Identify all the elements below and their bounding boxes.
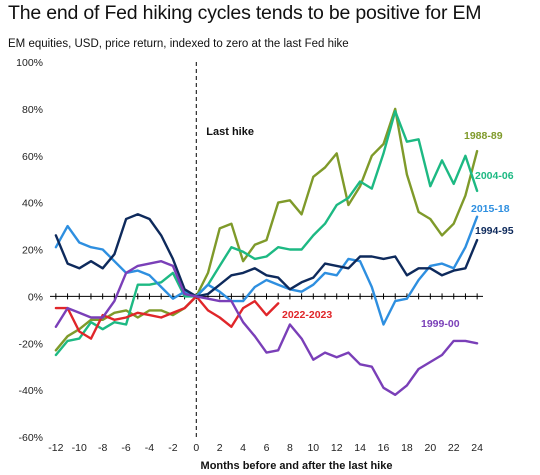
x-tick-label: 16 <box>378 442 390 454</box>
x-tick-label: 14 <box>354 442 366 454</box>
series-line <box>54 107 479 352</box>
series-line <box>54 109 479 357</box>
y-tick-label: 0% <box>28 291 43 303</box>
x-tick-label: 6 <box>264 442 270 454</box>
series-layer <box>54 107 479 396</box>
x-tick-label: 12 <box>331 442 343 454</box>
series-label: 2015-18 <box>471 203 510 215</box>
series-line <box>54 213 479 298</box>
y-tick-label: -20% <box>18 338 43 350</box>
y-tick-label: 40% <box>22 198 43 210</box>
x-tick-label: 8 <box>287 442 293 454</box>
x-tick-label: -8 <box>98 442 107 454</box>
x-tick-label: 4 <box>240 442 246 454</box>
x-tick-label: 10 <box>307 442 319 454</box>
series-labels: 1988-89 2004-06 2015-18 1994-95 2022-2023 199… <box>282 130 514 330</box>
series-label: 1988-89 <box>464 130 503 142</box>
y-tick-label: -40% <box>18 385 43 397</box>
y-tick-label: 60% <box>22 151 43 163</box>
x-tick-label: 22 <box>448 442 460 454</box>
x-tick-label: 0 <box>193 442 199 454</box>
series-line <box>54 260 479 396</box>
x-tick-label: -2 <box>168 442 177 454</box>
last-hike-label: Last hike <box>206 126 254 138</box>
x-tick-label: -4 <box>145 442 154 454</box>
y-tick-label: 80% <box>22 104 43 116</box>
x-tick-label: 20 <box>424 442 436 454</box>
series-line <box>54 295 280 340</box>
x-tick-label: -10 <box>72 442 87 454</box>
chart-title: The end of Fed hiking cycles tends to be… <box>8 2 482 24</box>
y-tick-label: 100% <box>16 57 43 69</box>
x-tick-label: 18 <box>401 442 413 454</box>
series-label: 2004-06 <box>475 170 514 182</box>
axes: -12 -10 -8 -6 -4 -2 0 2 4 6 8 10 12 14 16 18 20 22 24100%8… <box>16 57 483 472</box>
y-tick-label: 20% <box>22 245 43 257</box>
y-tick-label: -60% <box>18 432 43 444</box>
series-label: 1994-95 <box>475 225 514 237</box>
x-tick-label: 2 <box>217 442 223 454</box>
x-tick-label: 24 <box>471 442 483 454</box>
x-tick-label: -6 <box>121 442 130 454</box>
chart-subtitle: EM equities, USD, price return, indexed … <box>8 38 349 50</box>
series-label: 2022-2023 <box>282 309 332 321</box>
series-label: 1999-00 <box>421 318 460 330</box>
x-axis-label: Months before and after the last hike <box>201 460 393 472</box>
x-tick-label: -12 <box>48 442 63 454</box>
